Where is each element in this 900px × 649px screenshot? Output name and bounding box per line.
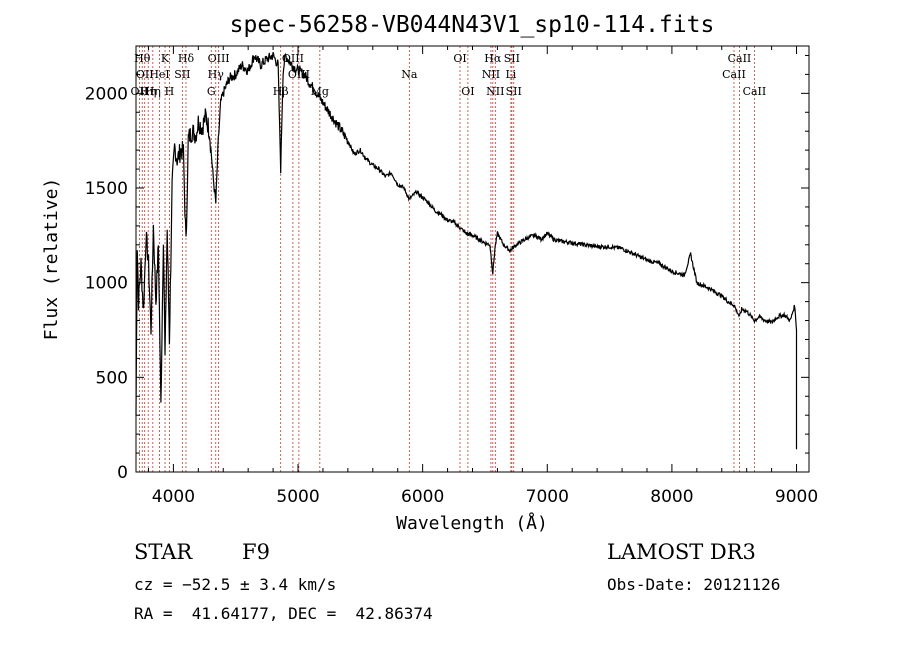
survey-name: LAMOST DR3 <box>607 540 756 564</box>
spectral-line-labels: OIIHθOIIHηHηHeIKHSIIHδGHγOIIIHβOIIIOIIIM… <box>131 52 767 98</box>
line-label: Li <box>505 68 516 81</box>
line-label: SII <box>506 85 522 98</box>
x-tick-label: 5000 <box>276 487 319 507</box>
line-label: CaII <box>722 68 746 81</box>
line-label: OI <box>461 85 474 98</box>
line-label: Hγ <box>208 68 225 81</box>
line-label: Hβ <box>273 85 289 98</box>
x-tick-label: 7000 <box>526 487 569 507</box>
plot-frame <box>135 45 810 473</box>
y-axis-label: Flux (relative) <box>41 178 62 341</box>
line-label: K <box>161 52 170 65</box>
line-label: Hη <box>140 85 156 98</box>
y-tick-label: 500 <box>96 368 128 388</box>
chart-title: spec-56258-VB044N43V1_sp10-114.fits <box>230 12 715 38</box>
line-label: H <box>165 85 175 98</box>
object-subclass: F9 <box>242 540 270 564</box>
x-axis-ticks: 4000 5000 6000 7000 8000 9000 <box>147 46 818 507</box>
line-label: Na <box>401 68 418 81</box>
y-tick-label: 0 <box>117 463 128 483</box>
line-label: Hα <box>484 52 502 65</box>
redshift-velocity: cz = −52.5 ± 3.4 km/s <box>134 575 337 594</box>
line-label: OII <box>131 85 149 98</box>
coordinates: RA = 41.64177, DEC = 42.86374 <box>134 604 433 623</box>
line-label: NII <box>482 68 500 81</box>
y-tick-label: 1000 <box>85 274 128 294</box>
object-class: STAR <box>134 540 193 564</box>
y-tick-label: 1500 <box>85 179 128 199</box>
line-label: CaII <box>728 52 752 65</box>
line-label: OII <box>136 68 154 81</box>
line-label: Hδ <box>178 52 195 65</box>
observation-date: Obs-Date: 20121126 <box>607 575 781 594</box>
x-tick-label: 6000 <box>401 487 444 507</box>
line-label: Hη <box>145 85 161 98</box>
x-tick-label: 9000 <box>775 487 818 507</box>
line-label: HeI <box>149 68 169 81</box>
line-label: CaII <box>743 85 767 98</box>
y-tick-label: 2000 <box>85 84 128 104</box>
line-label: SII <box>174 68 190 81</box>
spectrum-line <box>135 51 798 450</box>
line-label: NII <box>486 85 504 98</box>
line-label: Hθ <box>134 52 151 65</box>
line-label: OIII <box>208 52 230 65</box>
y-axis-ticks: 0 500 1000 1500 2000 <box>85 54 809 483</box>
x-tick-label: 4000 <box>152 487 195 507</box>
x-tick-label: 8000 <box>650 487 693 507</box>
line-label: G <box>207 85 216 98</box>
spectral-line-markers <box>138 46 755 472</box>
line-label: SII <box>504 52 520 65</box>
line-label: OI <box>453 52 466 65</box>
x-axis-label: Wavelength (Å) <box>396 512 548 534</box>
